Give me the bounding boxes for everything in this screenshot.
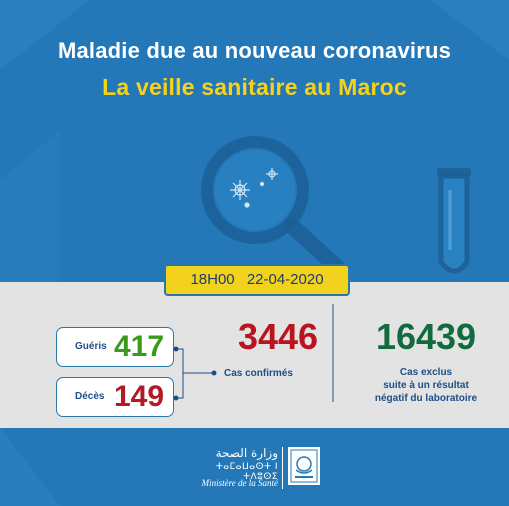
deces-card: Décès 149: [56, 377, 174, 417]
test-tube-icon: [437, 168, 471, 274]
excluded-label-line1: Cas exclus: [399, 367, 453, 378]
footer-separator: [282, 447, 283, 489]
date-time: 18H00: [190, 271, 235, 288]
gueris-card: Guéris 417: [56, 327, 174, 367]
excluded-label: Cas exclus suite à un résultat négatif d…: [355, 366, 497, 405]
excluded-label-line2: suite à un résultat: [383, 380, 469, 391]
magnifier-icon: [201, 136, 346, 276]
gueris-label: Guéris: [75, 341, 107, 352]
confirmed-label: Cas confirmés: [224, 368, 293, 379]
divider: [332, 304, 334, 402]
page-subtitle: La veille sanitaire au Maroc: [102, 74, 407, 100]
excluded-value: 16439: [375, 316, 477, 357]
virus-icon: [230, 168, 278, 208]
date-badge: 18H00 22-04-2020: [164, 264, 350, 296]
ministry-name-arabic: وزارة الصحة: [215, 446, 278, 460]
date-day: 22-04-2020: [246, 271, 324, 288]
confirmed-value: 3446: [237, 316, 319, 357]
deces-label: Décès: [75, 391, 105, 402]
ministry-logo-icon: [288, 447, 320, 485]
excluded-label-line3: négatif du laboratoire: [374, 393, 478, 404]
ministry-name-french: Ministère de la Santé: [201, 478, 278, 488]
deces-value: 149: [114, 380, 165, 413]
ministry-name-tifinagh: ⵜⴰⵎⴰⵡⴰⵙⵜ ⵏ ⵜⴷⵓⵙⵉ: [215, 462, 278, 482]
gueris-value: 417: [114, 330, 165, 363]
page-title: Maladie due au nouveau coronavirus: [57, 38, 452, 63]
